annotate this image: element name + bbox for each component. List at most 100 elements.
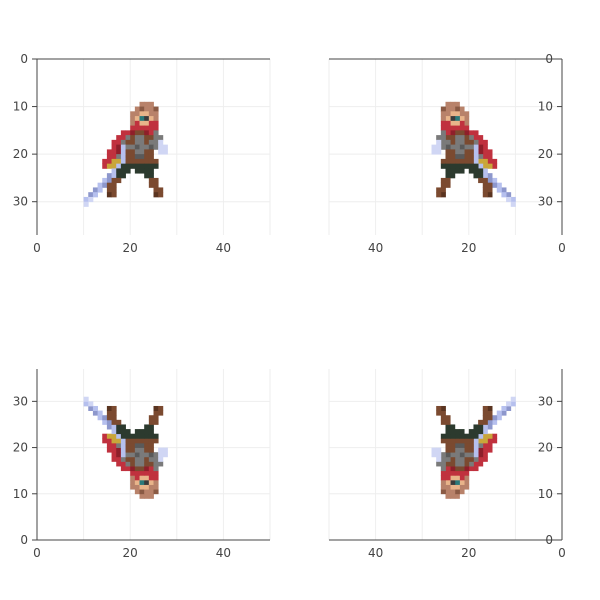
pixel: [440, 489, 446, 495]
pixel: [148, 106, 154, 112]
pixel: [445, 168, 451, 174]
pixel: [478, 154, 484, 160]
pixel: [125, 447, 131, 453]
pixel: [153, 144, 159, 150]
pixel: [450, 106, 456, 112]
panel-bottom-left: 0 10 20 30 0 20 40: [13, 369, 271, 560]
pixel: [478, 158, 484, 165]
pixel: [459, 461, 465, 467]
pixel: [148, 116, 154, 122]
pixel: [454, 461, 460, 467]
pixel: [111, 433, 117, 439]
pixel: [125, 158, 131, 165]
pixel: [120, 456, 126, 462]
pixel: [482, 405, 488, 411]
pixel: [445, 139, 451, 146]
pixel: [139, 144, 145, 150]
pixel: [158, 149, 164, 155]
pixel: [450, 101, 456, 107]
pixel: [153, 177, 159, 184]
y-tick-label: 30: [13, 195, 28, 209]
pixel: [111, 154, 117, 160]
pixel: [440, 415, 446, 421]
pixel: [464, 111, 470, 117]
pixel: [134, 489, 140, 495]
pixel: [478, 135, 484, 141]
pixel: [130, 461, 136, 467]
pixel: [459, 116, 465, 122]
pixel: [139, 106, 145, 112]
pixel: [153, 106, 159, 112]
pixel: [106, 405, 112, 411]
pixel: [125, 135, 131, 141]
pixel: [445, 452, 451, 458]
pixel: [106, 177, 112, 184]
pixel: [148, 120, 154, 126]
pixel: [464, 130, 470, 136]
pixel: [144, 168, 150, 174]
pixel: [134, 130, 140, 136]
pixel: [473, 144, 479, 150]
pixel: [130, 438, 136, 444]
pixel: [153, 438, 159, 444]
pixel: [144, 130, 150, 136]
pixel: [440, 144, 446, 150]
pixel: [482, 452, 488, 458]
panel-top-left: 0 10 20 30 0 20 40: [13, 52, 271, 255]
pixel: [92, 187, 98, 193]
pixel: [148, 447, 154, 453]
pixel: [459, 135, 465, 141]
pixel: [148, 135, 154, 141]
pixel: [116, 429, 122, 435]
pixel: [506, 192, 512, 198]
pixel: [120, 144, 126, 150]
pixel: [445, 438, 451, 444]
pixel: [440, 479, 446, 485]
pixel: [139, 452, 145, 458]
pixel: [102, 182, 108, 188]
pixel: [130, 163, 136, 169]
x-tick-label: 0: [33, 241, 41, 255]
x-tick-label: 40: [216, 546, 231, 560]
pixel: [440, 163, 446, 169]
pixel: [468, 456, 474, 462]
pixel: [106, 424, 112, 430]
pixel: [134, 139, 140, 146]
pixel: [478, 139, 484, 146]
pixel: [139, 447, 145, 453]
pixel: [139, 154, 145, 160]
pixel: [153, 452, 159, 458]
pixel: [450, 461, 456, 467]
pixel: [144, 433, 150, 439]
pixel: [97, 187, 103, 193]
pixel: [153, 466, 159, 472]
pixel: [153, 135, 159, 141]
pixel: [478, 177, 484, 184]
pixel: [144, 125, 150, 131]
y-tick-label: 20: [13, 147, 28, 161]
panel-bottom-right: 0 10 20 30 40 20 0: [328, 369, 566, 560]
pixel: [450, 120, 456, 126]
pixel: [148, 475, 154, 481]
pixel: [482, 163, 488, 169]
pixel: [153, 130, 159, 136]
pixel: [454, 130, 460, 136]
pixel: [139, 130, 145, 136]
pixel: [459, 489, 465, 495]
pixel: [482, 173, 488, 179]
pixel: [473, 424, 479, 430]
pixel: [153, 475, 159, 481]
pixel: [440, 433, 446, 439]
pixel: [454, 116, 460, 122]
pixel: [111, 187, 117, 193]
pixel: [454, 139, 460, 146]
pixel: [487, 163, 493, 169]
pixel: [445, 456, 451, 462]
pixel: [130, 111, 136, 117]
pixel: [148, 484, 154, 490]
pixel: [450, 168, 456, 174]
pixel: [431, 447, 437, 453]
pixel: [111, 158, 117, 165]
pixel: [144, 484, 150, 490]
pixel: [130, 470, 136, 476]
